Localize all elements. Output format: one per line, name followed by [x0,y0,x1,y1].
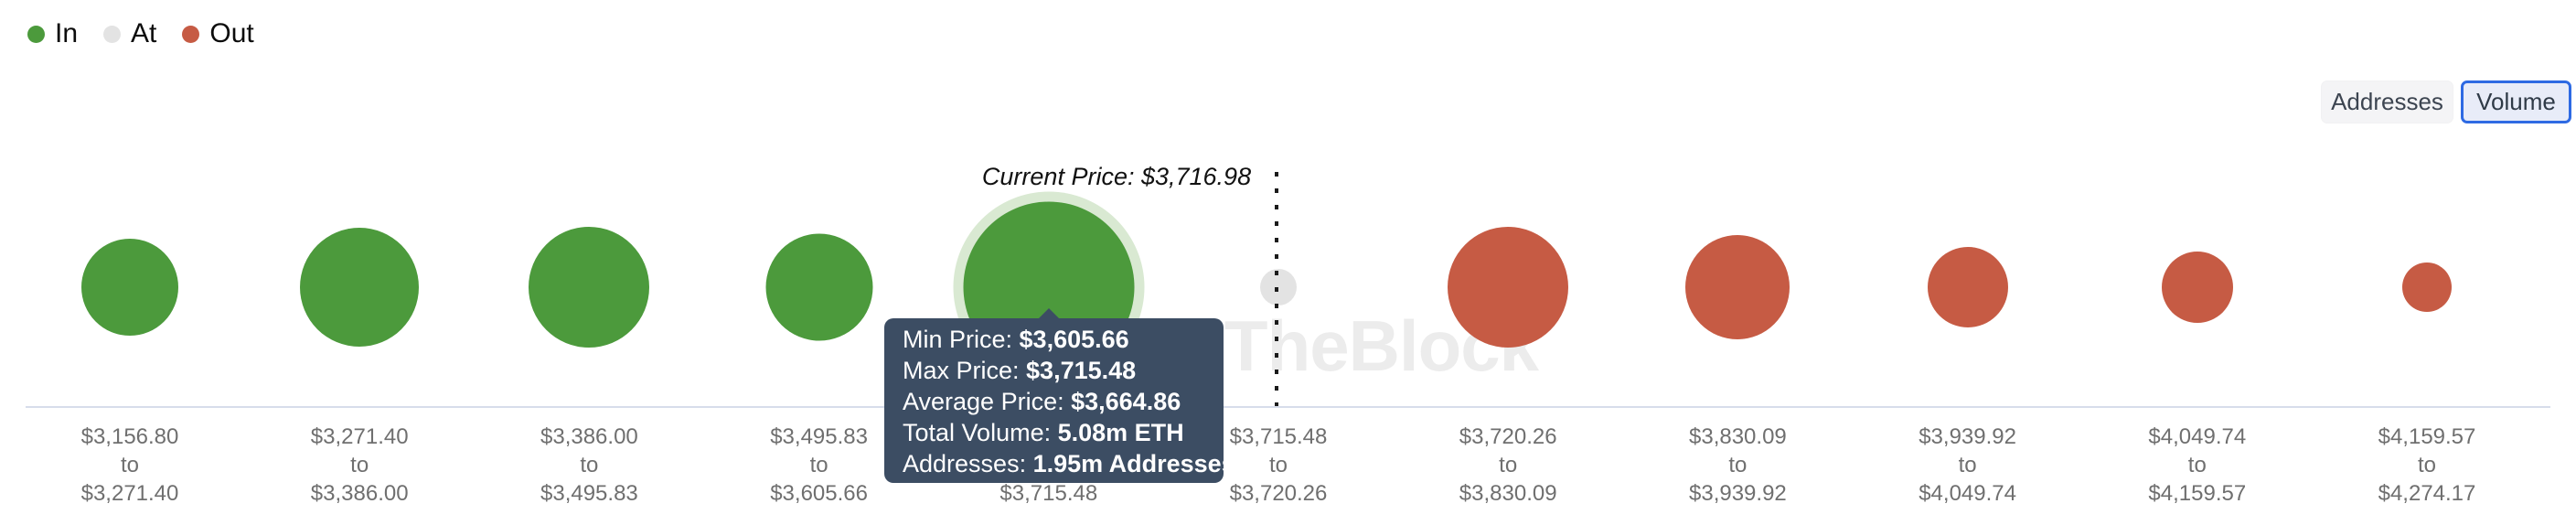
bubble-at-5[interactable] [1260,269,1297,305]
at-dot-icon [103,25,122,43]
x-tick-label-1: $3,271.40 to $3,386.00 [310,424,409,506]
in-dot-icon [27,25,45,43]
tooltip-row-total-volume: Total Volume: 5.08m ETH [903,419,1184,446]
tooltip-row-addresses: Addresses: 1.95m Addresses [903,450,1235,477]
legend-label-in: In [55,18,79,48]
tooltip-row-min-price: Min Price: $3,605.66 [903,326,1129,353]
x-tick-label-5: $3,715.48 to $3,720.26 [1229,424,1328,506]
legend-label-out: Out [209,18,254,48]
bubble-out-9[interactable] [2161,252,2233,323]
current-price-dotted-line [1275,172,1278,406]
x-tick-label-2: $3,386.00 to $3,495.83 [540,424,638,506]
x-tick-label-8: $3,939.92 to $4,049.74 [1919,424,2016,506]
bubble-out-6[interactable] [1448,227,1569,348]
legend-item-out[interactable]: Out [182,18,254,49]
bubble-in-2[interactable] [529,227,650,348]
bubble-in-3[interactable] [765,233,873,341]
bubble-out-10[interactable] [2402,262,2452,312]
x-tick-label-0: $3,156.80 to $3,271.40 [80,424,179,506]
x-tick-label-3: $3,495.83 to $3,605.66 [770,424,868,506]
legend: In At Out [27,18,254,49]
tooltip: Min Price: $3,605.66 Max Price: $3,715.4… [884,308,1235,483]
bubble-in-0[interactable] [81,239,178,336]
legend-label-at: At [131,18,157,48]
legend-item-in[interactable]: In [27,18,78,49]
volume-button[interactable]: Volume [2461,80,2571,123]
bubble-in-1[interactable] [300,228,420,347]
bubble-out-7[interactable] [1685,235,1790,339]
x-tick-label-7: $3,830.09 to $3,939.92 [1689,424,1787,506]
legend-item-at[interactable]: At [103,18,156,49]
x-tick-label-10: $4,159.57 to $4,274.17 [2378,424,2476,506]
tooltip-row-average-price: Average Price: $3,664.86 [903,388,1181,415]
view-toggle: Addresses Volume [2321,80,2571,123]
out-dot-icon [182,25,200,43]
bubble-out-8[interactable] [1927,247,2008,327]
tooltip-row-max-price: Max Price: $3,715.48 [903,357,1137,384]
addresses-button[interactable]: Addresses [2321,80,2453,123]
x-tick-label-9: $4,049.74 to $4,159.57 [2148,424,2247,506]
x-axis-line [26,406,2550,408]
x-tick-label-6: $3,720.26 to $3,830.09 [1459,424,1557,506]
current-price-label: Current Price: $3,716.98 [981,163,1252,190]
